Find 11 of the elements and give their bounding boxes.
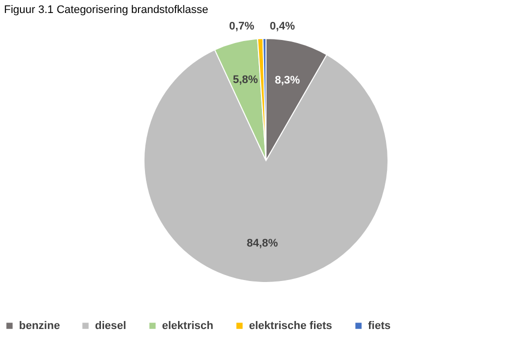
data-label: 5,8% [232,74,258,86]
chart-title: Figuur 3.1 Categorisering brandstofklasse [4,4,208,16]
legend-label: benzine [19,320,60,332]
data-label: 84,8% [246,237,278,250]
legend-label: diesel [95,320,126,332]
data-label: 8,3% [274,74,300,86]
legend-label: fiets [368,320,391,332]
data-label: 0,4% [270,20,296,33]
legend-label: elektrische fiets [249,320,332,332]
legend-label: elektrisch [162,320,214,332]
data-label: 0,7% [229,20,254,33]
